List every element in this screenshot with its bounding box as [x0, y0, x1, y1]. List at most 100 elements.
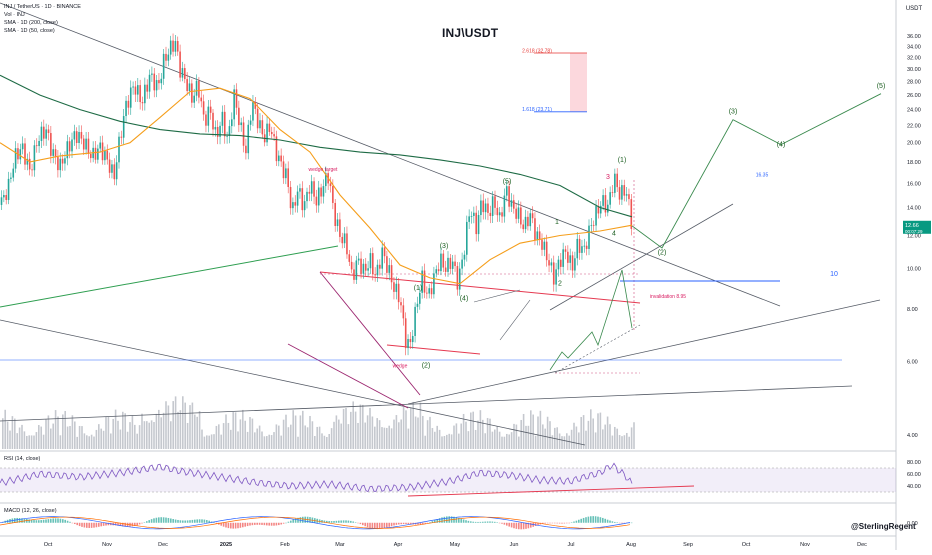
candle-body — [609, 192, 611, 205]
candle-body — [66, 141, 69, 159]
macd-histogram-bar — [225, 522, 227, 528]
time-tick-label: Oct — [44, 542, 53, 548]
volume-bar — [532, 414, 534, 449]
time-tick-label: Aug — [626, 542, 636, 548]
annotation-label: 3 — [606, 174, 610, 181]
macd-histogram-bar — [230, 522, 232, 529]
candle-body — [212, 112, 214, 130]
candle-body — [21, 143, 24, 150]
macd-histogram-bar — [93, 522, 95, 528]
macd-histogram-bar — [186, 520, 189, 523]
macd-histogram-bar — [280, 522, 282, 525]
macd-histogram-bar — [618, 522, 621, 524]
volume-bar — [618, 435, 621, 449]
candle-body — [376, 264, 379, 276]
volume-legend: Vol · INJ — [4, 12, 25, 18]
macd-histogram-bar — [381, 522, 383, 529]
macd-histogram-bar — [54, 518, 57, 523]
volume-bar — [251, 418, 254, 449]
macd-histogram-bar — [234, 522, 237, 529]
volume-bar — [69, 426, 71, 449]
channel-top — [473, 289, 521, 303]
quote-currency-button[interactable]: USDT — [905, 6, 923, 12]
volume-bar — [38, 425, 40, 449]
macd-histogram-bar — [426, 522, 429, 524]
macd-histogram-bar — [616, 522, 618, 523]
volume-bar — [321, 433, 323, 449]
volume-bar — [462, 413, 465, 449]
volume-bar — [21, 424, 23, 449]
volume-bar — [414, 416, 417, 449]
candle-body — [181, 68, 184, 78]
volume-bar — [400, 419, 402, 449]
macd-histogram-bar — [465, 520, 467, 523]
volume-bar — [628, 436, 630, 449]
macd-histogram-bar — [568, 522, 570, 524]
candle-body — [388, 265, 391, 273]
candle-body — [463, 254, 466, 260]
candle-body — [59, 158, 62, 171]
volume-bar — [297, 436, 299, 449]
candle-body — [231, 119, 233, 127]
volume-bar — [582, 415, 585, 449]
candle-body — [35, 145, 38, 147]
candle-body — [223, 111, 226, 137]
volume-bar — [417, 417, 419, 449]
candle-body — [360, 258, 362, 274]
volume-bar — [563, 436, 566, 449]
volume-bar — [239, 419, 242, 449]
macd-histogram-bar — [294, 518, 297, 523]
annotation-label: (1) — [414, 285, 423, 292]
volume-bar — [398, 422, 400, 449]
candle-body — [341, 236, 344, 244]
candle-body — [428, 288, 430, 294]
macd-histogram-bar — [174, 519, 177, 523]
volume-bar — [580, 417, 582, 449]
volume-bar — [23, 431, 26, 449]
volume-bar — [174, 396, 177, 449]
macd-histogram-bar — [534, 522, 537, 526]
candle-body — [416, 303, 419, 307]
candle-body — [228, 126, 231, 136]
candle-body — [296, 191, 299, 206]
volume-bar — [62, 414, 64, 449]
volume-bar — [287, 427, 290, 449]
macd-histogram-bar — [107, 522, 110, 526]
candle-body — [310, 181, 313, 194]
macd-histogram-bar — [496, 522, 498, 523]
macd-histogram-bar — [630, 522, 633, 524]
macd-histogram-bar — [345, 520, 347, 523]
candle-body — [64, 158, 66, 164]
price-tick-label: 26.00 — [907, 93, 921, 99]
candle-body — [616, 173, 618, 188]
macd-histogram-bar — [251, 522, 254, 526]
candle-body — [379, 264, 381, 269]
macd-histogram-bar — [558, 522, 561, 524]
candle-body — [456, 266, 459, 290]
volume-bar — [206, 435, 208, 449]
macd-histogram-bar — [393, 522, 395, 526]
volume-bar — [54, 410, 57, 449]
sub-wave-path — [549, 269, 633, 371]
candle-body — [346, 233, 348, 255]
volume-bar — [357, 422, 359, 449]
volume-bar — [26, 435, 28, 449]
volume-bar — [299, 415, 302, 449]
candle-body — [12, 168, 15, 178]
volume-bar — [117, 420, 119, 449]
macd-histogram-bar — [76, 522, 78, 526]
candle-body — [400, 302, 402, 306]
candle-body — [449, 257, 452, 269]
triangle-lower-trendline — [0, 319, 586, 446]
candle-body — [325, 173, 327, 187]
wave-projection-line — [631, 93, 882, 249]
macd-histogram-bar — [371, 522, 374, 529]
candle-body — [216, 126, 219, 137]
macd-histogram-bar — [81, 522, 83, 527]
macd-histogram-bar — [383, 522, 386, 529]
volume-bar — [230, 429, 232, 449]
volume-bar — [227, 422, 230, 449]
volume-bar — [268, 434, 270, 449]
volume-bar — [633, 422, 635, 449]
macd-histogram-bar — [126, 522, 129, 527]
